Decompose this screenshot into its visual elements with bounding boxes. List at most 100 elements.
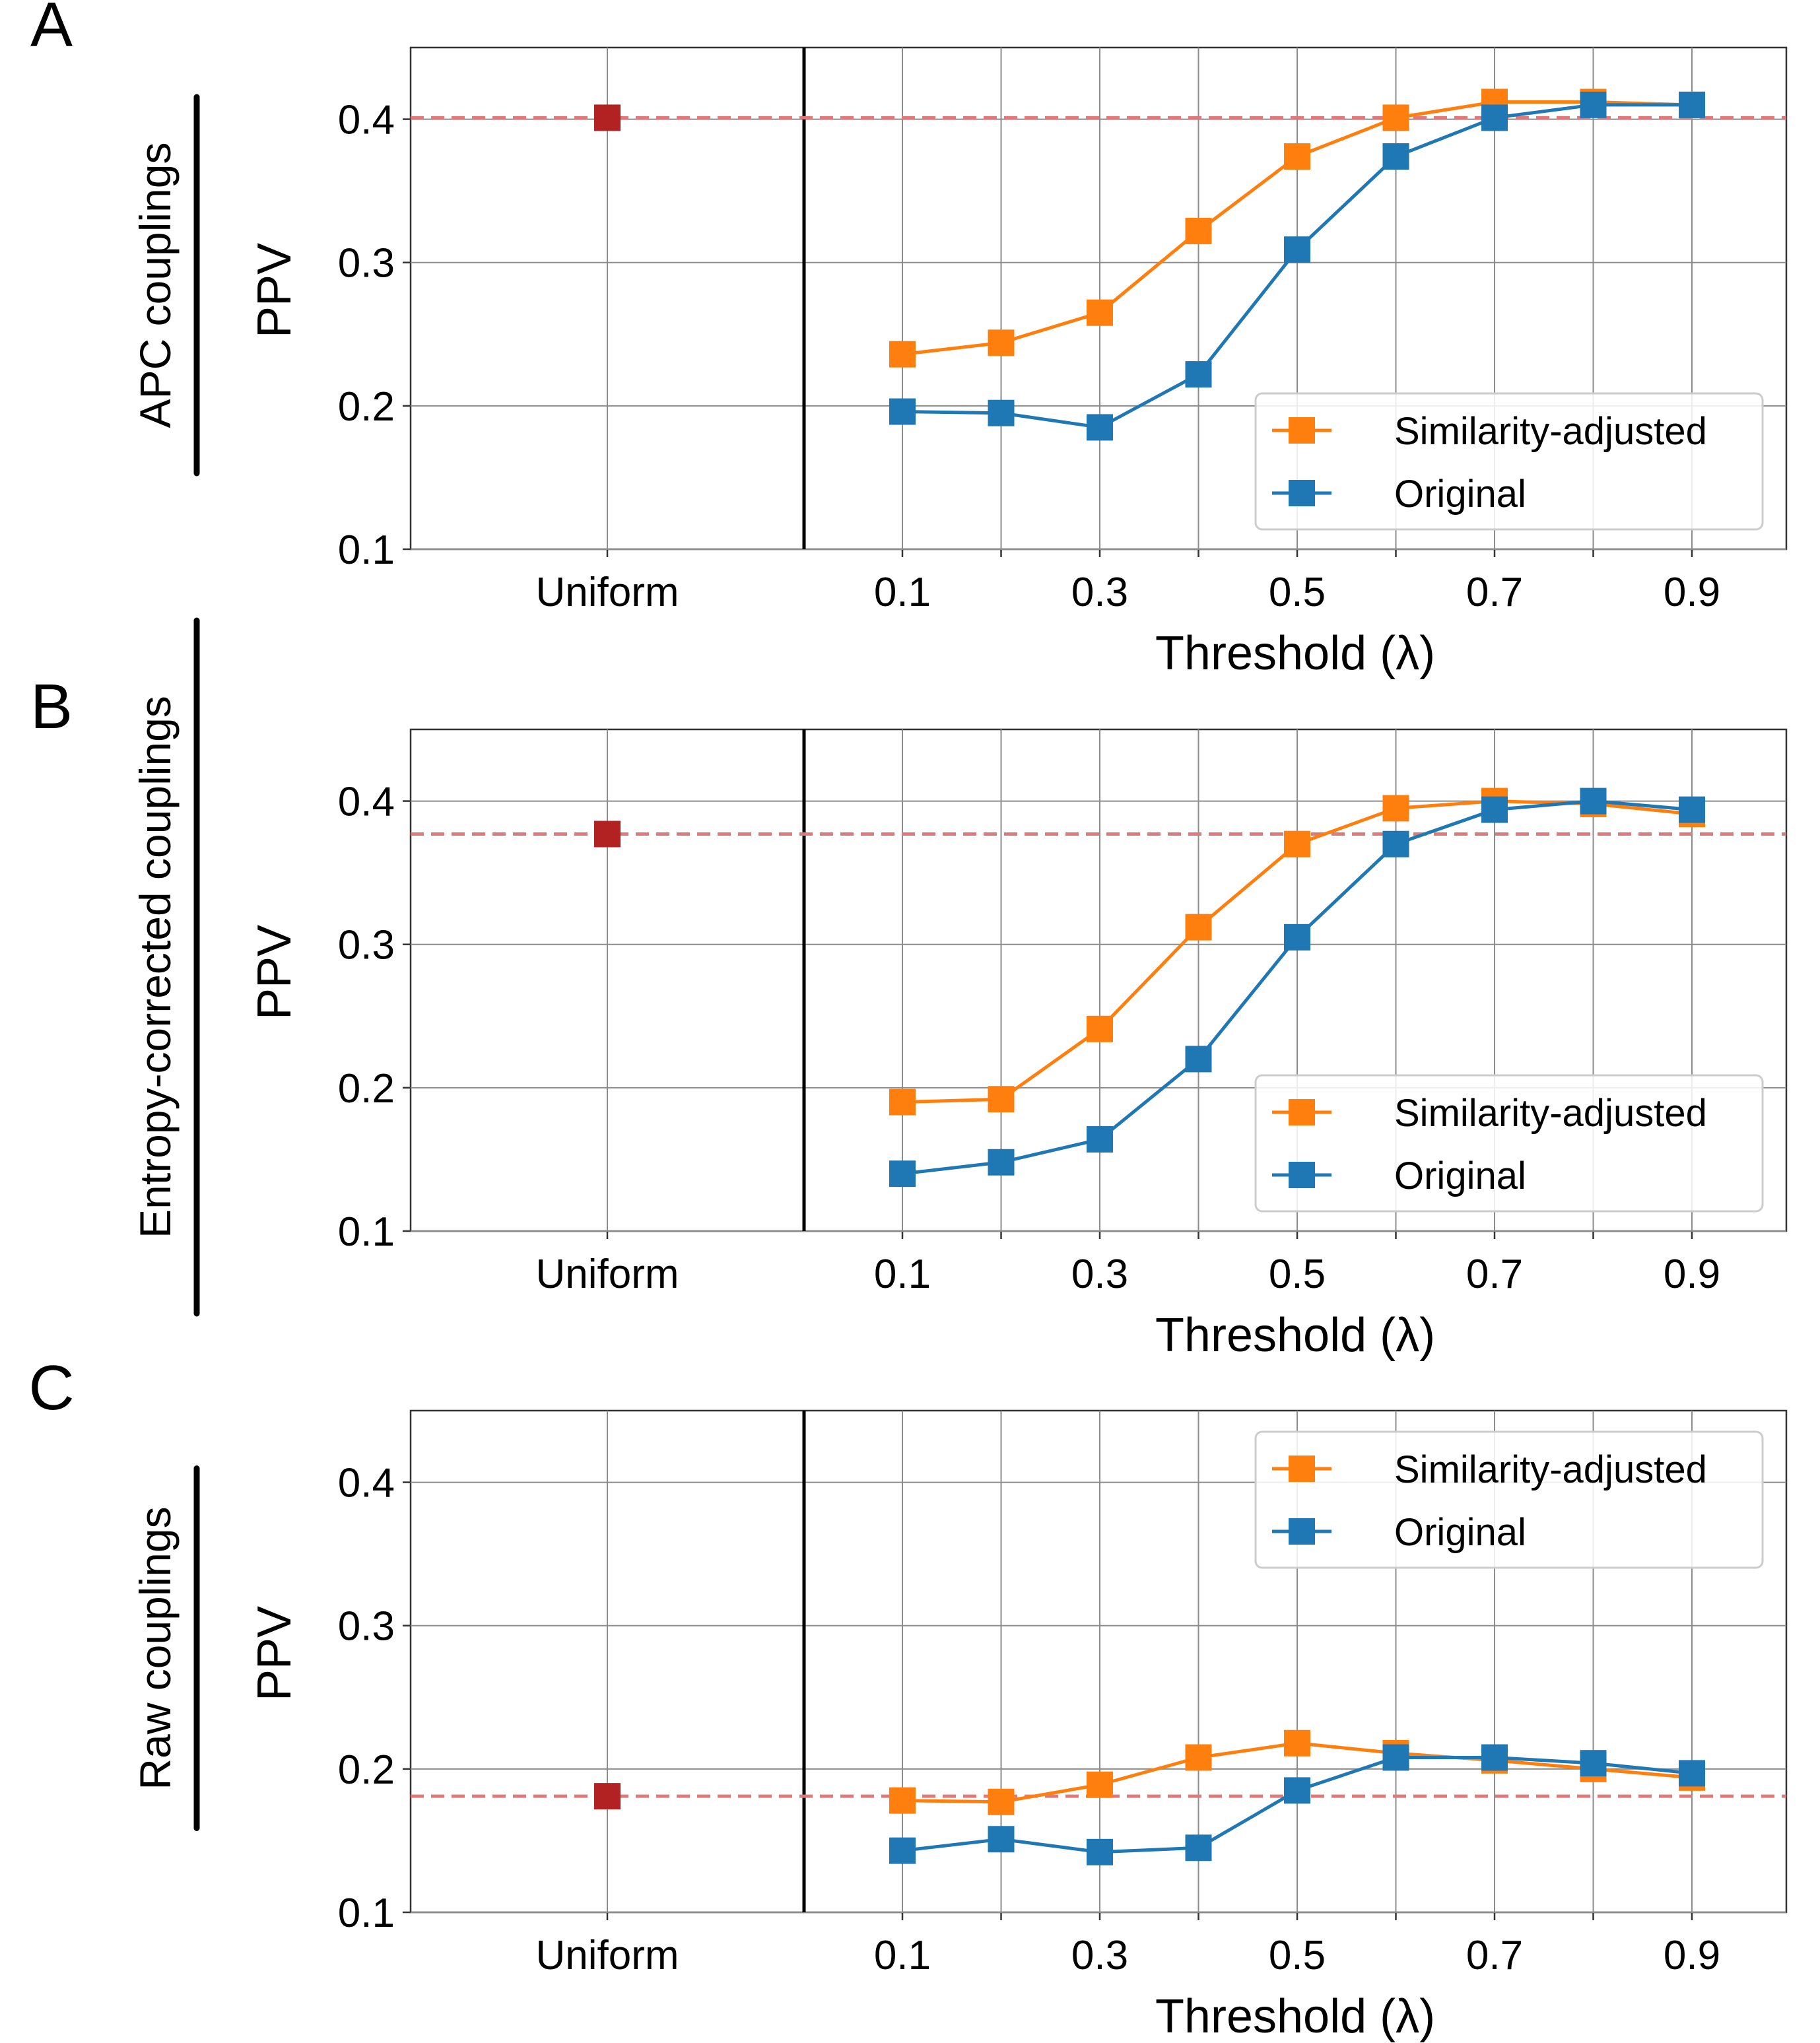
legend-box: [1254, 392, 1764, 531]
x-axis-label: Threshold (λ): [1155, 1309, 1435, 1362]
y-tick-label: 0.4: [338, 1461, 395, 1506]
data-point: [889, 398, 916, 425]
data-point: [988, 329, 1015, 356]
data-point: [988, 1149, 1015, 1176]
series-original: [889, 91, 1705, 441]
data-point: [1481, 796, 1508, 823]
data-point: [1580, 787, 1607, 815]
y-axis-label: PPV: [248, 243, 301, 338]
data-point: [889, 1160, 916, 1188]
row-title-group: Raw couplings: [131, 1465, 200, 1831]
legend-label: Original: [1394, 1511, 1526, 1554]
x-tick-label: 0.7: [1466, 570, 1523, 615]
legend-marker: [1289, 1099, 1315, 1125]
y-tick-label: 0.1: [338, 527, 395, 573]
panel-letter: C: [28, 1353, 74, 1423]
legend-entry: Original: [1272, 473, 1526, 516]
data-point: [1087, 1838, 1113, 1865]
data-point: [1087, 414, 1113, 441]
legend: Similarity-adjusted Original: [1254, 1430, 1764, 1569]
x-tick-label: 0.7: [1466, 1252, 1523, 1297]
legend-entry: Original: [1272, 1155, 1526, 1197]
data-point: [1087, 1126, 1113, 1153]
legend-label: Similarity-adjusted: [1394, 410, 1707, 453]
data-point: [1284, 923, 1310, 951]
data-point: [889, 1787, 916, 1814]
data-point: [1382, 143, 1409, 170]
y-tick-label: 0.3: [338, 241, 395, 286]
y-axis-label: PPV: [248, 925, 301, 1020]
row-title-group: Entropy-corrected couplings: [131, 617, 200, 1317]
x-tick-label: 0.1: [874, 570, 931, 615]
x-tick-label: 0.7: [1466, 1933, 1523, 1978]
panel-a: A APC couplings 0.1 0.2 0.3 0.4 Uniform 0.1 0.3 0…: [30, 0, 1788, 680]
legend: Similarity-adjusted Original: [1254, 392, 1764, 531]
row-title: APC couplings: [131, 143, 180, 428]
legend: Similarity-adjusted Original: [1254, 1074, 1764, 1213]
x-tick-label-uniform: Uniform: [535, 1252, 679, 1297]
x-tick-label: 0.9: [1664, 570, 1720, 615]
uniform-point: [594, 104, 621, 131]
data-point: [988, 1788, 1015, 1815]
data-point: [1481, 1744, 1508, 1771]
x-tick-label: 0.1: [874, 1933, 931, 1978]
data-point: [889, 1088, 916, 1116]
data-point: [1382, 1744, 1409, 1771]
x-tick-label: 0.5: [1269, 1933, 1326, 1978]
data-point: [1580, 1750, 1607, 1777]
data-point: [1185, 1744, 1212, 1771]
legend-entry: Original: [1272, 1511, 1526, 1554]
data-point: [1382, 830, 1409, 857]
panel-b: B Entropy-corrected couplings 0.1 0.2 0.3 0.4…: [30, 617, 1788, 1362]
legend-entry: Similarity-adjusted: [1272, 410, 1707, 453]
data-point: [1284, 830, 1310, 857]
data-point: [1481, 104, 1508, 131]
data-point: [1185, 1834, 1212, 1861]
data-point: [1087, 1771, 1113, 1798]
legend-marker: [1289, 417, 1315, 444]
legend-marker: [1289, 480, 1315, 506]
y-tick-label: 0.2: [338, 384, 395, 430]
data-point: [1185, 217, 1212, 244]
data-point: [1284, 143, 1310, 170]
x-tick-label: 0.5: [1269, 1252, 1326, 1297]
data-point: [1284, 236, 1310, 263]
series-original: [889, 787, 1705, 1188]
data-point: [1679, 796, 1705, 823]
row-title: Raw couplings: [131, 1506, 180, 1790]
x-tick-label: 0.3: [1071, 1933, 1128, 1978]
x-tick-label: 0.1: [874, 1252, 931, 1297]
y-tick-label: 0.1: [338, 1891, 395, 1936]
data-point: [988, 1086, 1015, 1113]
x-tick-label: 0.3: [1071, 1252, 1128, 1297]
data-point: [889, 341, 916, 368]
legend-marker: [1289, 1162, 1315, 1188]
data-point: [1679, 91, 1705, 118]
x-tick-label: 0.5: [1269, 570, 1326, 615]
x-tick-label-uniform: Uniform: [535, 570, 679, 615]
legend-label: Original: [1394, 1155, 1526, 1197]
y-tick-label: 0.4: [338, 780, 395, 825]
uniform-point: [594, 821, 621, 848]
legend-label: Similarity-adjusted: [1394, 1448, 1707, 1491]
uniform-point: [594, 1783, 621, 1810]
y-tick-label: 0.3: [338, 923, 395, 968]
data-point: [1679, 1760, 1705, 1787]
data-point: [988, 1826, 1015, 1853]
data-point: [1185, 1046, 1212, 1073]
y-tick-label: 0.1: [338, 1209, 395, 1255]
x-tick-label: 0.9: [1664, 1933, 1720, 1978]
data-point: [1185, 361, 1212, 388]
data-point: [1185, 914, 1212, 941]
x-tick-label-uniform: Uniform: [535, 1933, 679, 1978]
series-original: [889, 1744, 1705, 1865]
x-tick-label: 0.9: [1664, 1252, 1720, 1297]
data-point: [1382, 104, 1409, 131]
x-axis-label: Threshold (λ): [1155, 627, 1435, 680]
x-tick-label: 0.3: [1071, 570, 1128, 615]
data-point: [1087, 1015, 1113, 1042]
row-title: Entropy-corrected couplings: [131, 696, 180, 1238]
data-point: [1580, 91, 1607, 118]
panel-letter: A: [30, 0, 73, 60]
